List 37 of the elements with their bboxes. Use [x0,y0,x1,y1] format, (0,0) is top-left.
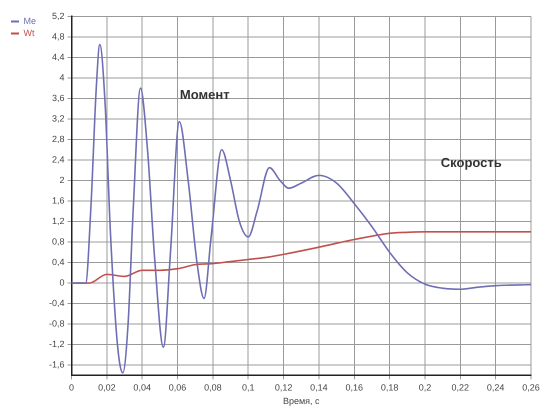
y-tick-label: -1,2 [48,339,65,350]
y-tick-label: 1,6 [52,196,65,206]
x-tick-label: 0,2 [418,382,432,392]
x-tick-label: 0,24 [486,382,504,392]
x-tick-label: 0,04 [133,382,151,392]
y-tick-label: 4 [59,72,65,82]
x-tick-label: 0,02 [98,382,116,392]
legend-label: Wt [24,28,35,38]
x-tick-label: 0,14 [310,382,328,392]
x-tick-label: 0,18 [380,382,398,392]
y-tick-label: -0,8 [48,318,65,329]
annotation: Скорость [440,155,502,170]
y-tick-label: 2 [59,175,65,185]
x-axis-title: Время, с [282,396,320,406]
x-tick-label: 0,1 [242,382,254,392]
y-tick-label: 4,4 [52,52,65,62]
y-tick-label: 3,2 [52,113,65,124]
y-tick-label: 0,8 [52,236,65,247]
y-tick-label: 4,8 [52,31,65,42]
y-tick-label: 5,2 [52,10,65,21]
y-tick-label: 0,4 [52,257,65,268]
x-tick-label: 0,22 [452,382,470,392]
y-tick-label: 3,6 [52,92,65,103]
y-tick-label: 0 [59,278,65,288]
y-tick-label: -0,4 [48,298,65,308]
x-tick-label: 0,08 [204,382,222,392]
y-tick-label: -1,6 [48,360,65,370]
y-tick-label: 2,4 [52,154,65,164]
x-tick-label: 0,16 [346,382,364,392]
x-tick-label: 0,26 [522,382,540,392]
x-tick-label: 0 [69,382,74,392]
annotation: Момент [180,86,230,102]
legend-label: Me [24,16,36,26]
x-tick-label: 0,06 [168,382,186,392]
y-tick-label: 1,2 [52,216,65,226]
x-tick-label: 0,12 [274,382,292,392]
y-tick-label: 2,8 [52,134,65,144]
